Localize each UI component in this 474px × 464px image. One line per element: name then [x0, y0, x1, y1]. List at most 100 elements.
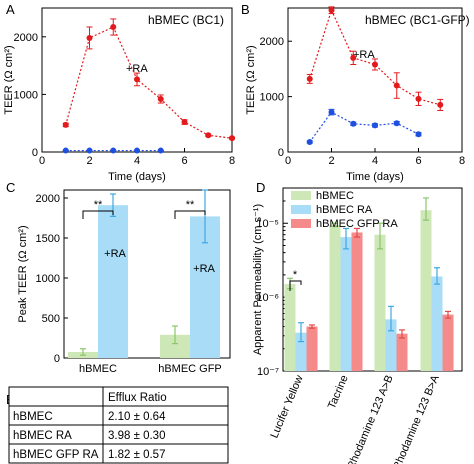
x-tick-label: 0: [39, 155, 45, 167]
bar: [420, 210, 432, 371]
data-point: [205, 132, 212, 139]
significance-bracket: [289, 280, 302, 291]
significance-bracket: [174, 210, 206, 219]
data-point: [62, 147, 69, 154]
data-point: [415, 95, 422, 102]
bar: [374, 234, 386, 371]
bar: [396, 333, 408, 371]
annotation-ra: +RA: [126, 63, 148, 75]
y-axis-label: TEER (Ω cm²): [3, 45, 15, 114]
data-point: [134, 147, 140, 154]
y-tick-label: 500: [42, 313, 60, 325]
bar: [442, 314, 454, 371]
bar: [431, 276, 443, 371]
panel-label-d: D: [256, 180, 265, 195]
y-tick-label: 10⁻⁶: [256, 292, 279, 304]
y-tick-label: 2000: [260, 36, 284, 48]
legend-swatch: [291, 205, 311, 214]
data-point: [229, 135, 235, 142]
significance-marker: **: [94, 199, 103, 211]
data-point: [328, 109, 335, 116]
x-tick-label: 2: [86, 155, 92, 167]
bar: [351, 232, 363, 371]
bar: [306, 326, 318, 371]
data-point: [372, 61, 378, 68]
data-point: [393, 82, 400, 89]
y-tick-label: 0: [54, 353, 60, 365]
table-cell: 3.98 ± 0.30: [108, 430, 165, 442]
x-tick-label: 8: [459, 155, 465, 167]
x-tick-label: Rhodamine 123 B>A: [391, 373, 442, 464]
chart-title: hBMEC (BC1-GFP): [365, 13, 470, 27]
panel-label-c: C: [6, 180, 15, 195]
plot-frame: [63, 189, 231, 359]
data-point: [157, 96, 164, 103]
x-tick-label: Lucifer Yellow: [268, 373, 305, 440]
bar: [340, 237, 352, 371]
data-point: [372, 122, 378, 129]
x-tick-label: 2: [328, 155, 334, 167]
x-tick-label: Rhodamine 123 A>B: [345, 373, 396, 464]
annotation-ra: +RA: [353, 49, 375, 61]
chart-title: hBMEC (BC1): [148, 13, 224, 27]
data-point: [86, 147, 93, 154]
bar: [284, 284, 296, 371]
panel-label-a: A: [6, 2, 15, 17]
table-cell: 2.10 ± 0.64: [108, 411, 166, 423]
y-tick-label: 10⁻⁷: [257, 366, 279, 378]
data-point: [328, 7, 335, 14]
y-tick-label: 10⁻⁵: [256, 218, 279, 230]
y-axis-label: Apparent Permeability (cm s⁻¹): [252, 204, 264, 355]
y-tick-label: 1000: [14, 89, 38, 101]
significance-marker: *: [293, 269, 298, 281]
x-axis-label: Time (days): [108, 171, 166, 183]
significance-bracket: [82, 210, 114, 219]
plot-frame: [282, 187, 463, 372]
bar-annotation: +RA: [104, 248, 126, 260]
data-point: [350, 120, 357, 127]
bar: [385, 319, 397, 371]
y-tick-label: 2000: [36, 193, 60, 205]
y-tick-label: 0: [32, 147, 38, 159]
y-tick-label: 1000: [36, 273, 60, 285]
table-cell: hBMEC RA: [13, 430, 72, 442]
table-cell: hBMEC: [13, 411, 53, 423]
bar: [329, 224, 341, 371]
x-tick-label: 6: [181, 155, 187, 167]
y-tick-label: 1500: [36, 233, 60, 245]
bar: [160, 334, 190, 358]
legend-label: hBMEC: [316, 190, 354, 202]
x-axis-label: Time (days): [346, 171, 404, 183]
data-point: [110, 147, 117, 154]
bar: [98, 205, 128, 358]
x-tick-label: 8: [229, 155, 235, 167]
data-point: [306, 139, 313, 146]
bar: [295, 332, 307, 371]
table-header-cell: Efflux Ratio: [108, 392, 167, 404]
plot-frame: [287, 7, 463, 153]
y-axis-label: Peak TEER (Ω cm²): [17, 225, 29, 322]
legend-label: hBMEC RA: [316, 204, 373, 216]
data-point: [181, 119, 188, 126]
legend-swatch: [291, 191, 311, 200]
data-point: [134, 76, 140, 83]
data-point: [110, 24, 117, 31]
legend-label: hBMEC GFP RA: [316, 218, 398, 230]
data-point: [86, 34, 93, 41]
data-point: [437, 101, 444, 108]
x-tick-label: 0: [285, 155, 291, 167]
table-cell: hBMEC GFP RA: [13, 449, 99, 461]
x-tick-label: 4: [134, 155, 140, 167]
data-point: [415, 131, 422, 138]
series-line: [309, 111, 419, 143]
data-point: [350, 54, 357, 61]
x-tick-label: hBMEC: [79, 363, 117, 375]
data-point: [62, 121, 69, 128]
x-tick-label: Tacrine: [326, 373, 351, 410]
table-cell: 1.82 ± 0.57: [108, 449, 165, 461]
x-tick-label: 6: [415, 155, 421, 167]
data-point: [306, 75, 313, 82]
data-point: [157, 147, 164, 154]
x-tick-label: 4: [372, 155, 378, 167]
